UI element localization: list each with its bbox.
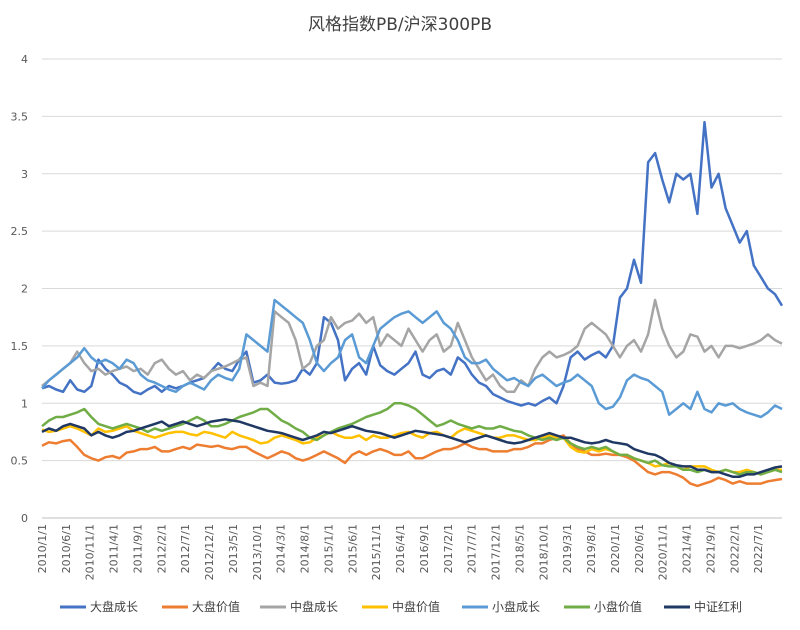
- x-tick-label: 2015/1/1: [323, 524, 336, 573]
- x-tick-label: 2012/7/1: [179, 524, 192, 573]
- gridlines: [42, 58, 782, 519]
- y-tick-label: 4: [21, 53, 28, 66]
- x-tick-label: 2016/9/1: [418, 524, 431, 573]
- legend-label: 大盘价值: [192, 599, 240, 614]
- x-tick-label: 2016/4/1: [394, 524, 407, 573]
- legend-label: 中盘成长: [290, 599, 338, 614]
- legend: 大盘成长 大盘价值 中盘成长 中盘价值 小盘成长 小盘价值 中证红利: [60, 599, 742, 614]
- x-tick-label: 2017/2/1: [442, 524, 455, 573]
- x-tick-label: 2012/12/1: [203, 524, 216, 580]
- x-tick-label: 2015/6/1: [346, 524, 359, 573]
- legend-label: 中盘价值: [392, 599, 440, 614]
- series-line-6: [41, 418, 783, 478]
- x-tick-label: 2022/7/1: [752, 524, 765, 573]
- y-tick-label: 3: [21, 168, 28, 181]
- x-tick-label: 2021/9/1: [704, 524, 717, 573]
- x-tick-label: 2011/4/1: [108, 524, 121, 573]
- legend-label: 大盘成长: [90, 599, 138, 614]
- x-tick-label: 2020/6/1: [633, 524, 646, 573]
- x-tick-label: 2010/1/1: [36, 524, 49, 573]
- series-line-1: [41, 434, 783, 488]
- legend-label: 小盘价值: [594, 599, 642, 614]
- series-lines: [41, 120, 784, 488]
- y-tick-label: 1.5: [11, 340, 29, 353]
- y-tick-label: 2.5: [11, 225, 29, 238]
- legend-label: 中证红利: [694, 599, 742, 614]
- chart-title: 风格指数PB/沪深300PB: [308, 15, 492, 35]
- x-tick-label: 2018/10/1: [537, 524, 550, 580]
- y-tick-label: 1: [21, 397, 28, 410]
- x-axis-ticks: 2010/1/1 2010/6/1 2010/11/1 2011/4/1 2011/9/…: [36, 524, 765, 580]
- series-line-4: [41, 298, 783, 419]
- legend-label: 小盘成长: [492, 599, 540, 614]
- y-tick-label: 0: [21, 512, 28, 525]
- y-axis-ticks: 0 0.5 1 1.5 2 2.5 3 3.5 4: [11, 53, 29, 525]
- x-tick-label: 2020/1/1: [609, 524, 622, 573]
- x-tick-label: 2019/8/1: [585, 524, 598, 573]
- x-tick-label: 2011/9/1: [132, 524, 145, 573]
- series-line-0: [41, 120, 784, 407]
- x-tick-label: 2010/11/1: [84, 524, 97, 580]
- x-tick-label: 2013/10/1: [251, 524, 264, 580]
- x-tick-label: 2018/5/1: [513, 524, 526, 573]
- x-tick-label: 2017/7/1: [466, 524, 479, 573]
- x-tick-label: 2014/3/1: [275, 524, 288, 573]
- x-tick-label: 2013/5/1: [227, 524, 240, 573]
- x-tick-label: 2014/8/1: [299, 524, 312, 573]
- y-tick-label: 0.5: [11, 455, 29, 468]
- series-line-3: [41, 424, 782, 476]
- series-line-5: [41, 402, 783, 476]
- x-tick-label: 2022/2/1: [728, 524, 741, 573]
- x-tick-label: 2019/3/1: [561, 524, 574, 573]
- x-tick-label: 2020/11/1: [657, 524, 670, 580]
- x-tick-label: 2015/11/1: [370, 524, 383, 580]
- x-tick-label: 2017/12/1: [490, 524, 503, 580]
- x-tick-label: 2012/2/1: [155, 524, 168, 573]
- x-tick-label: 2010/6/1: [60, 524, 73, 573]
- series-line-2: [41, 298, 783, 394]
- x-tick-label: 2021/4/1: [681, 524, 694, 573]
- y-tick-label: 3.5: [11, 110, 29, 123]
- y-tick-label: 2: [21, 283, 28, 296]
